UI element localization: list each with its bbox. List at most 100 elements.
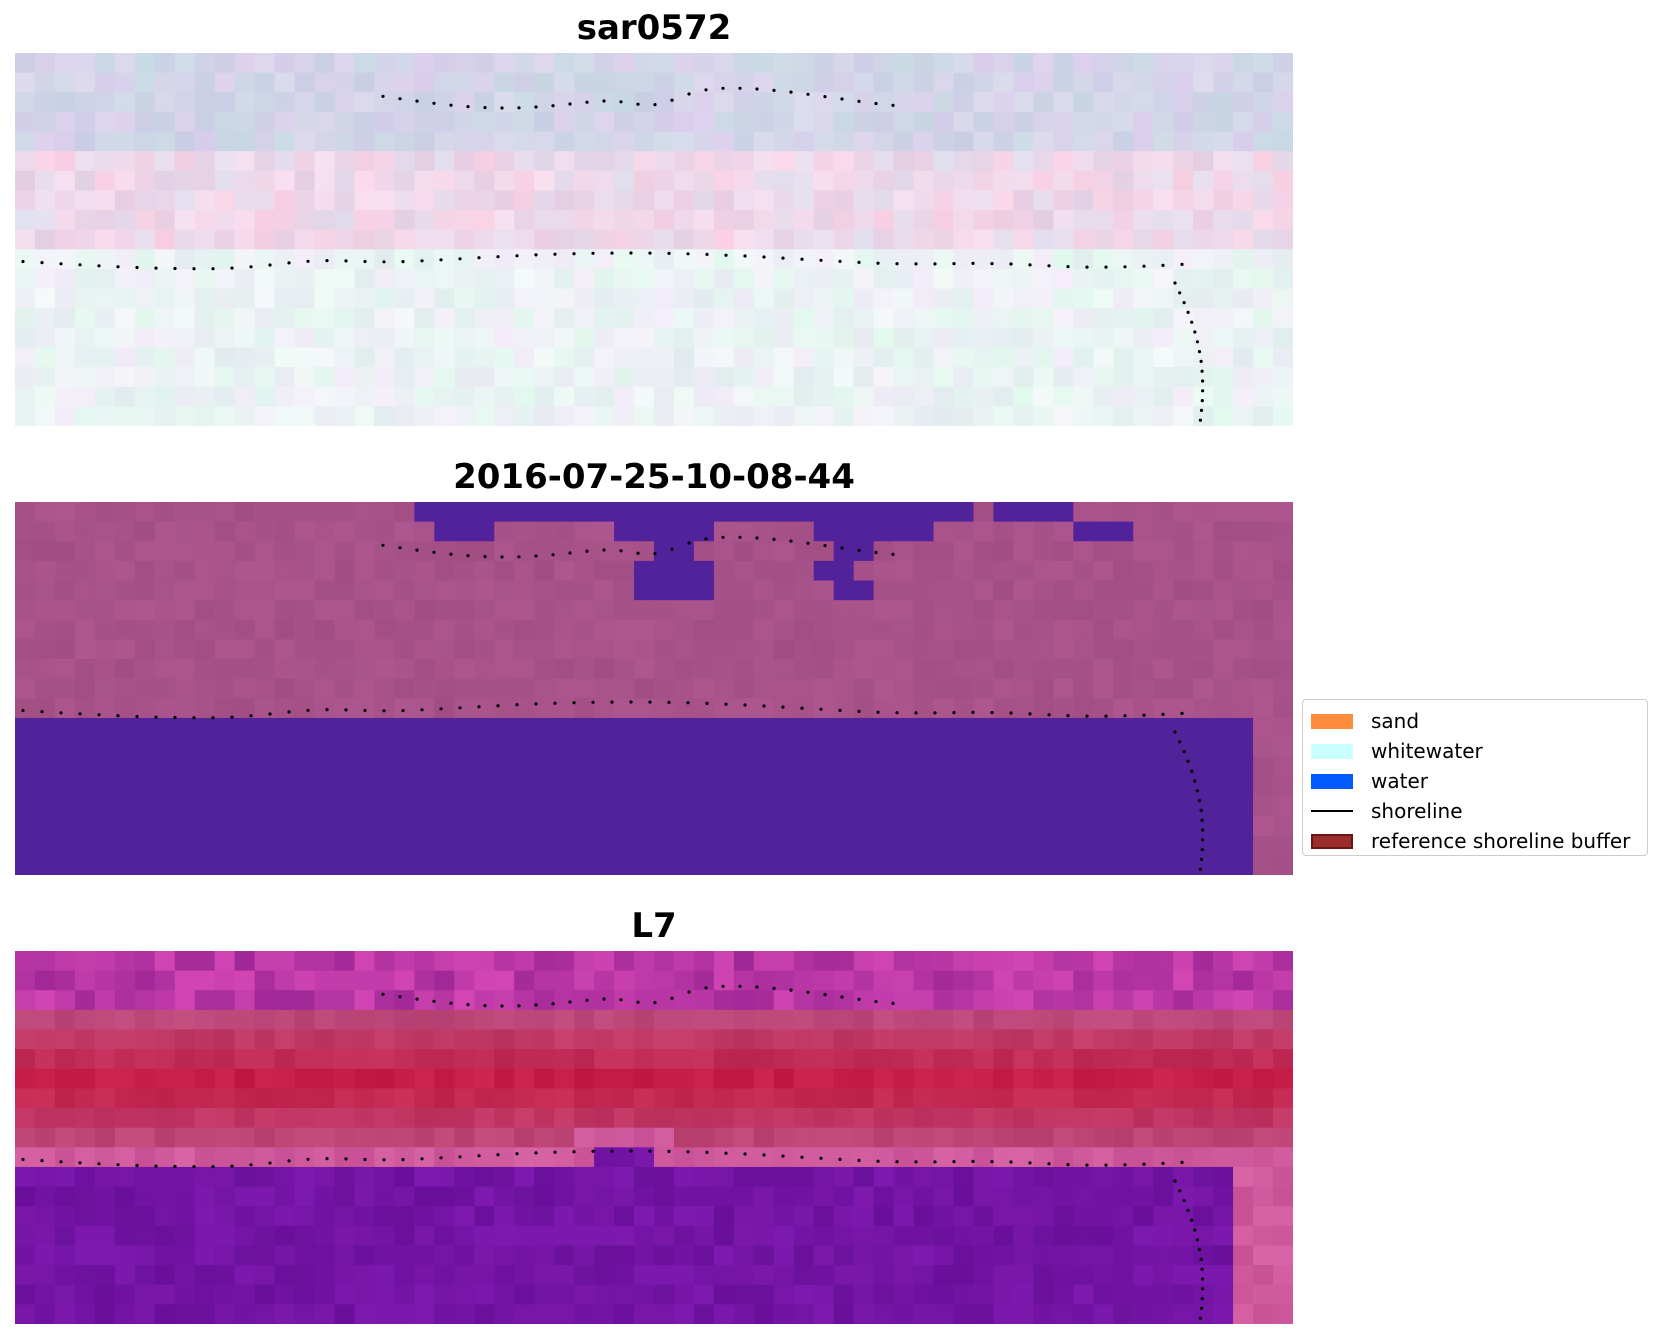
raster-pixel — [833, 1284, 855, 1305]
raster-pixel — [913, 1088, 935, 1109]
raster-pixel — [474, 1009, 495, 1031]
raster-pixel — [354, 1284, 376, 1305]
raster-pixel — [54, 1068, 76, 1090]
shoreline-point — [819, 707, 823, 711]
raster-pixel — [773, 619, 795, 641]
raster-pixel — [254, 541, 276, 562]
raster-pixel — [933, 796, 955, 817]
raster-pixel — [893, 1147, 915, 1168]
shoreline-point — [1173, 281, 1177, 285]
raster-pixel — [733, 970, 755, 991]
raster-pixel — [1053, 288, 1074, 309]
raster-pixel — [454, 1186, 475, 1207]
raster-pixel — [733, 1009, 755, 1031]
raster-pixel — [1053, 406, 1074, 426]
raster-pixel — [474, 990, 495, 1011]
raster-pixel — [713, 698, 735, 719]
shoreline-point — [517, 555, 521, 559]
raster-pixel — [534, 406, 555, 426]
raster-pixel — [1233, 1108, 1254, 1129]
raster-pixel — [753, 1284, 775, 1305]
raster-pixel — [1053, 1206, 1074, 1227]
raster-pixel — [773, 268, 795, 290]
raster-pixel — [15, 1088, 36, 1109]
raster-pixel — [713, 990, 735, 1011]
raster-pixel — [733, 210, 755, 231]
raster-pixel — [494, 1206, 515, 1227]
raster-pixel — [34, 288, 56, 309]
raster-pixel — [873, 600, 895, 621]
raster-pixel — [1233, 1206, 1254, 1227]
raster-pixel — [214, 131, 236, 152]
raster-pixel — [973, 1029, 995, 1050]
raster-pixel — [214, 951, 236, 972]
raster-pixel — [1273, 639, 1293, 660]
raster-pixel — [813, 53, 835, 74]
raster-pixel — [414, 717, 435, 739]
raster-pixel — [594, 386, 615, 407]
raster-pixel — [494, 406, 515, 426]
raster-pixel — [54, 151, 76, 172]
shoreline-point — [268, 712, 272, 716]
raster-pixel — [1093, 53, 1114, 74]
raster-pixel — [773, 1206, 795, 1227]
raster-pixel — [1173, 560, 1194, 582]
raster-pixel — [514, 951, 535, 972]
raster-pixel — [15, 288, 36, 309]
shoreline-point — [401, 1158, 405, 1162]
raster-pixel — [314, 1284, 336, 1305]
raster-pixel — [274, 53, 296, 74]
raster-pixel — [174, 131, 196, 152]
raster-pixel — [194, 1304, 216, 1324]
raster-pixel — [813, 717, 835, 739]
raster-pixel — [314, 717, 336, 739]
raster-pixel — [813, 776, 835, 798]
raster-pixel — [693, 737, 715, 758]
raster-pixel — [1033, 1245, 1054, 1266]
raster-pixel — [654, 619, 675, 641]
raster-pixel — [1053, 1088, 1074, 1109]
raster-pixel — [853, 1088, 875, 1109]
raster-pixel — [214, 776, 236, 798]
raster-pixel — [574, 776, 595, 798]
raster-pixel — [993, 386, 1015, 407]
raster-pixel — [1193, 190, 1214, 211]
raster-pixel — [1053, 249, 1074, 270]
raster-pixel — [514, 1009, 535, 1031]
raster-pixel — [554, 1068, 575, 1090]
raster-pixel — [594, 560, 615, 582]
raster-pixel — [953, 951, 975, 972]
raster-pixel — [534, 717, 555, 739]
raster-pixel — [1213, 1245, 1234, 1266]
shoreline-point — [173, 715, 177, 720]
raster-pixel — [1073, 1068, 1094, 1090]
raster-pixel — [554, 131, 575, 152]
raster-pixel — [394, 268, 415, 290]
raster-pixel — [673, 1068, 695, 1090]
raster-pixel — [1173, 288, 1194, 309]
raster-pixel — [1113, 541, 1134, 562]
raster-pixel — [414, 639, 435, 660]
raster-pixel — [654, 406, 675, 426]
raster-pixel — [833, 1147, 855, 1168]
raster-pixel — [174, 757, 196, 778]
raster-pixel — [913, 347, 935, 368]
shoreline-point — [483, 555, 487, 559]
raster-pixel — [314, 951, 336, 972]
raster-pixel — [913, 970, 935, 991]
shoreline-point — [738, 86, 742, 90]
raster-pixel — [334, 717, 356, 739]
raster-pixel — [833, 757, 855, 778]
raster-pixel — [813, 386, 835, 407]
raster-pixel — [953, 560, 975, 582]
raster-pixel — [1133, 131, 1154, 152]
raster-pixel — [1053, 190, 1074, 211]
raster-pixel — [973, 229, 995, 250]
raster-pixel — [94, 190, 116, 211]
raster-pixel — [1253, 1304, 1274, 1324]
raster-pixel — [194, 1284, 216, 1305]
raster-pixel — [953, 639, 975, 660]
raster-pixel — [1173, 1088, 1194, 1109]
raster-pixel — [194, 521, 216, 542]
raster-pixel — [234, 737, 256, 758]
